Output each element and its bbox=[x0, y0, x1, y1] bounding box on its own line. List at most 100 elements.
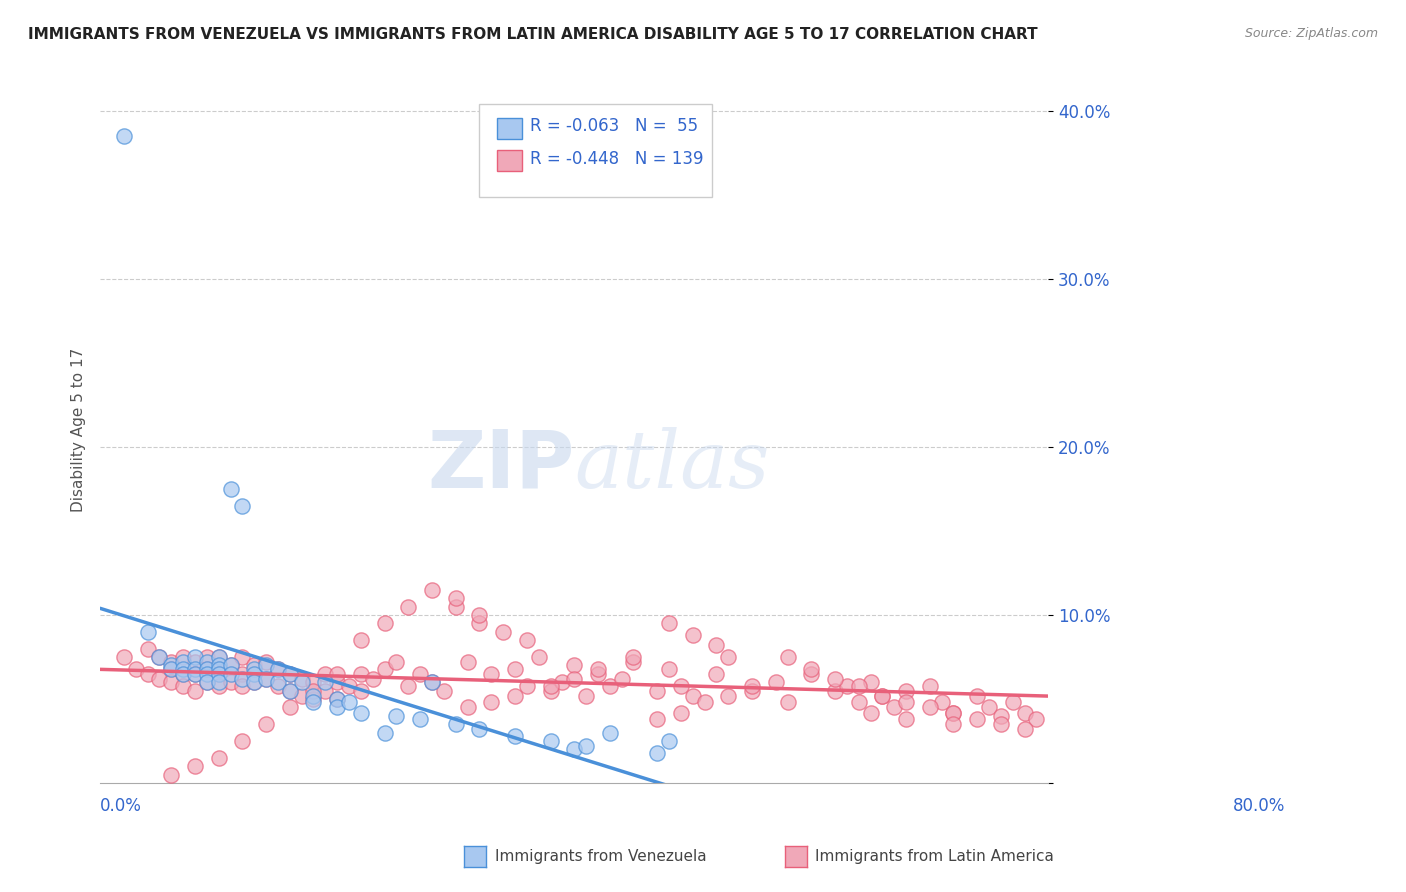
Point bbox=[894, 712, 917, 726]
Point bbox=[291, 675, 314, 690]
Point bbox=[623, 655, 645, 669]
Point bbox=[326, 692, 349, 706]
Point bbox=[562, 672, 585, 686]
Point bbox=[551, 675, 574, 690]
Point bbox=[409, 666, 432, 681]
Point bbox=[516, 633, 538, 648]
Point bbox=[112, 129, 135, 144]
Text: R = -0.448   N = 139: R = -0.448 N = 139 bbox=[530, 150, 703, 168]
Point bbox=[468, 608, 491, 623]
Point bbox=[385, 709, 408, 723]
Point bbox=[623, 650, 645, 665]
Point bbox=[540, 683, 562, 698]
Point bbox=[208, 666, 231, 681]
Point bbox=[184, 662, 207, 676]
Point bbox=[291, 672, 314, 686]
Point bbox=[172, 679, 194, 693]
Point bbox=[184, 683, 207, 698]
Point bbox=[599, 679, 621, 693]
Point bbox=[172, 666, 194, 681]
Point bbox=[254, 655, 277, 669]
Text: Immigrants from Venezuela: Immigrants from Venezuela bbox=[495, 849, 707, 863]
Text: Immigrants from Latin America: Immigrants from Latin America bbox=[815, 849, 1054, 863]
Point bbox=[302, 689, 325, 703]
Point bbox=[669, 706, 692, 720]
Point bbox=[409, 712, 432, 726]
Point bbox=[610, 672, 633, 686]
Point bbox=[314, 675, 336, 690]
Point bbox=[219, 482, 242, 496]
Point bbox=[385, 655, 408, 669]
Point bbox=[1014, 723, 1036, 737]
Point bbox=[396, 679, 419, 693]
Point bbox=[267, 662, 290, 676]
Point bbox=[717, 689, 740, 703]
Point bbox=[243, 675, 266, 690]
Point bbox=[374, 616, 396, 631]
Text: 80.0%: 80.0% bbox=[1233, 797, 1285, 815]
Point bbox=[291, 689, 314, 703]
Point bbox=[350, 706, 373, 720]
Point bbox=[503, 689, 526, 703]
Point bbox=[195, 650, 218, 665]
Point bbox=[195, 666, 218, 681]
Point bbox=[645, 683, 668, 698]
Point bbox=[278, 700, 301, 714]
Point bbox=[231, 666, 253, 681]
Point bbox=[184, 759, 207, 773]
Point bbox=[184, 666, 207, 681]
Point bbox=[219, 658, 242, 673]
Point bbox=[883, 700, 905, 714]
Point bbox=[136, 666, 159, 681]
Point bbox=[243, 662, 266, 676]
Point bbox=[457, 655, 479, 669]
Point bbox=[302, 683, 325, 698]
Text: IMMIGRANTS FROM VENEZUELA VS IMMIGRANTS FROM LATIN AMERICA DISABILITY AGE 5 TO 1: IMMIGRANTS FROM VENEZUELA VS IMMIGRANTS … bbox=[28, 27, 1038, 42]
Point bbox=[682, 689, 704, 703]
Point bbox=[918, 679, 941, 693]
Point bbox=[468, 616, 491, 631]
Point bbox=[231, 499, 253, 513]
Point bbox=[160, 675, 183, 690]
Point bbox=[444, 717, 467, 731]
Text: Source: ZipAtlas.com: Source: ZipAtlas.com bbox=[1244, 27, 1378, 40]
Point bbox=[243, 658, 266, 673]
Point bbox=[195, 655, 218, 669]
Point bbox=[314, 683, 336, 698]
Point bbox=[195, 662, 218, 676]
Point bbox=[231, 734, 253, 748]
Point bbox=[575, 689, 598, 703]
Point bbox=[337, 695, 360, 709]
Point bbox=[278, 683, 301, 698]
Point bbox=[693, 695, 716, 709]
Point bbox=[990, 717, 1012, 731]
Point bbox=[706, 638, 728, 652]
Point bbox=[503, 729, 526, 743]
Point bbox=[243, 666, 266, 681]
Point bbox=[527, 650, 550, 665]
Point bbox=[444, 599, 467, 614]
Point bbox=[562, 742, 585, 756]
Point bbox=[1025, 712, 1047, 726]
Point bbox=[765, 675, 787, 690]
Point bbox=[575, 739, 598, 753]
Point bbox=[645, 712, 668, 726]
Point bbox=[314, 666, 336, 681]
Point bbox=[254, 672, 277, 686]
Y-axis label: Disability Age 5 to 17: Disability Age 5 to 17 bbox=[72, 348, 86, 512]
Point bbox=[859, 706, 882, 720]
Point bbox=[278, 683, 301, 698]
Point bbox=[586, 662, 609, 676]
Point bbox=[800, 666, 823, 681]
Point bbox=[918, 700, 941, 714]
Point bbox=[717, 650, 740, 665]
Point bbox=[184, 655, 207, 669]
Point bbox=[195, 675, 218, 690]
FancyBboxPatch shape bbox=[498, 150, 522, 171]
Point bbox=[302, 675, 325, 690]
Point bbox=[361, 672, 384, 686]
Point bbox=[396, 599, 419, 614]
Point bbox=[444, 591, 467, 606]
Point bbox=[942, 706, 965, 720]
Point bbox=[374, 662, 396, 676]
